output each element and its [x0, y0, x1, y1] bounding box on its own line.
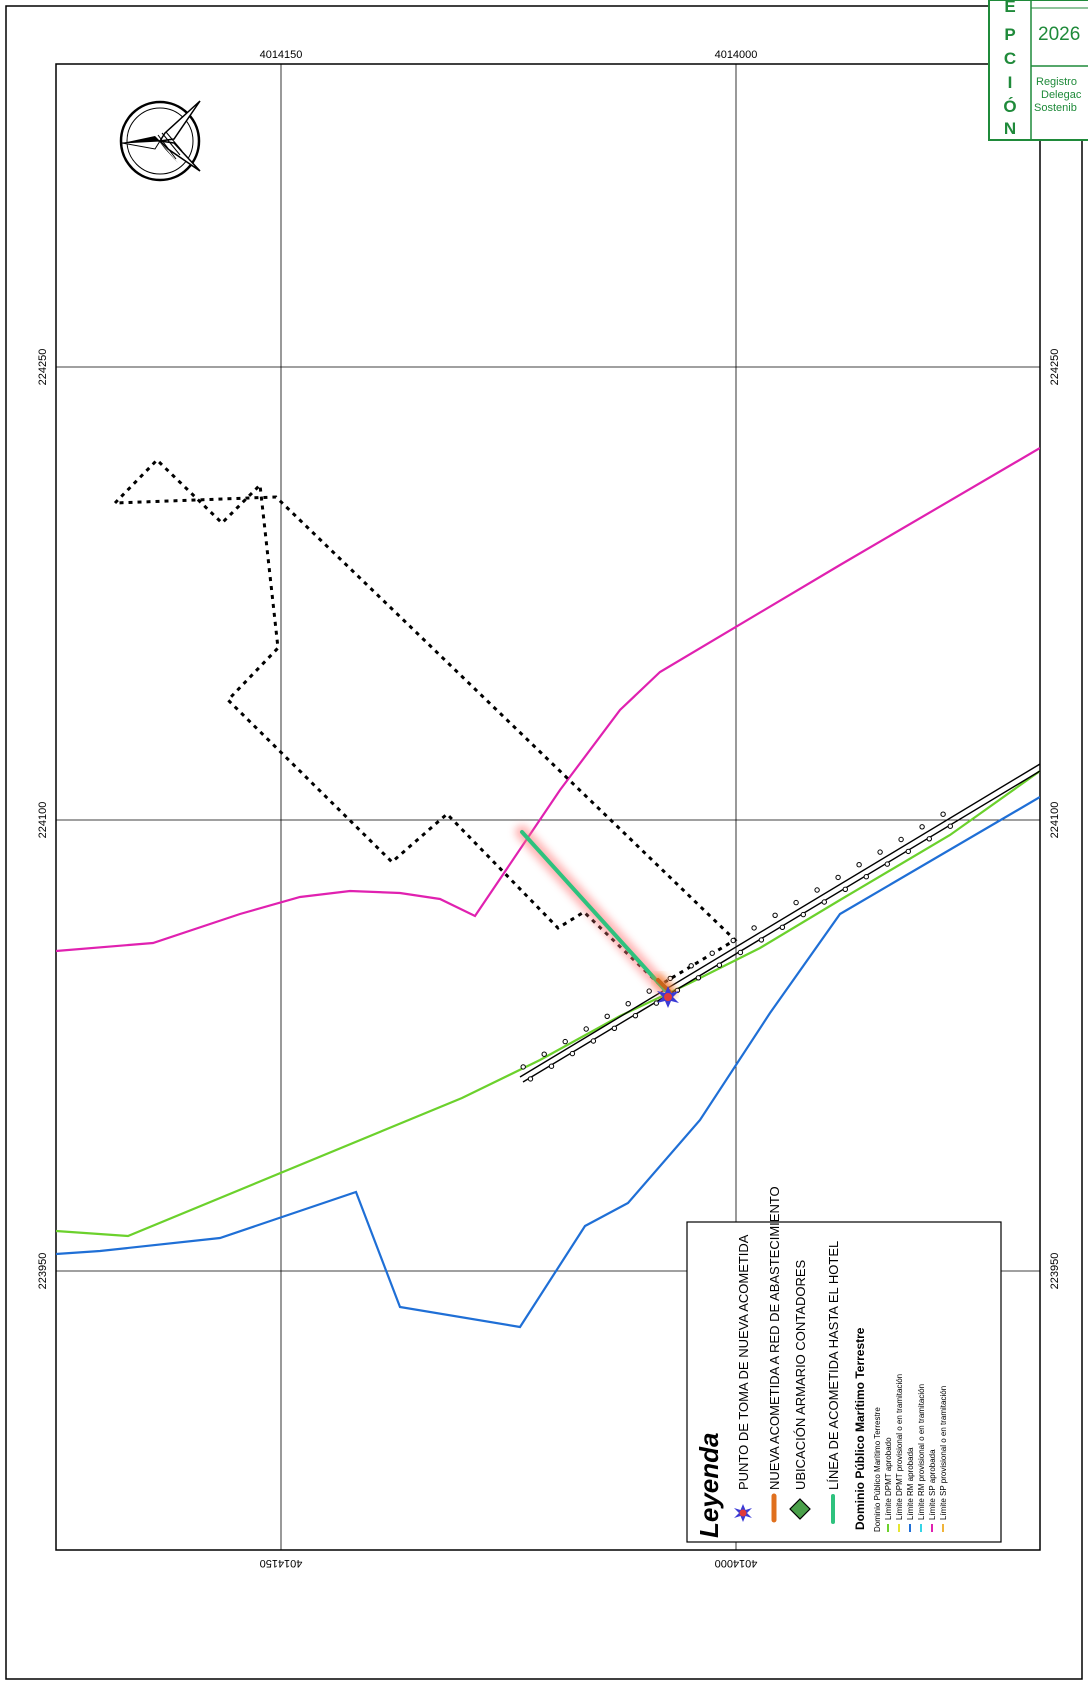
pipe-marker	[604, 1013, 610, 1019]
pipe-marker	[709, 950, 715, 956]
coord-top-4014150: 4014150	[260, 49, 303, 61]
coord-left-223950: 223950	[37, 1253, 49, 1290]
legend-sub-item-label: Límite RM provisional o en tramitación	[917, 1384, 926, 1520]
legend-item-service-line: LÍNEA DE ACOMETIDA HASTA EL HOTEL	[826, 1241, 841, 1490]
legend-sub-item-label: Límite SP aprobada	[928, 1449, 937, 1520]
pipe-marker	[751, 925, 757, 931]
pipe-marker	[877, 849, 883, 855]
pipe-marker	[758, 937, 765, 943]
stamp-line-1: Delegac	[1041, 89, 1082, 101]
pipe-marker	[926, 836, 932, 842]
stamp-border	[988, 0, 1088, 141]
legend-sub-items: Dominio Público Marítimo Terrestre Límite…	[873, 1374, 948, 1532]
legend-sub-item-label: Límite RM aprobada	[906, 1447, 915, 1520]
pipe-marker	[646, 988, 652, 994]
legend-box	[686, 1221, 1002, 1543]
pipe-marker	[940, 811, 946, 817]
stamp-letter-3: I	[1008, 73, 1013, 92]
pipe-marker	[562, 1038, 568, 1045]
pipe-marker	[884, 861, 890, 867]
legend-item-new-connection: NUEVA ACOMETIDA A RED DE ABASTECIMIENTO	[767, 1186, 782, 1490]
stamp-letter-5: N	[1004, 119, 1016, 138]
pipe-marker	[919, 824, 925, 830]
legend-title: Leyenda	[694, 1433, 724, 1539]
pipe-marker	[814, 887, 820, 893]
supply-pipe-a	[519, 763, 1040, 1078]
coord-bottom-4014150: 4014150	[260, 1557, 303, 1569]
pipe-marker	[898, 836, 904, 843]
legend: Leyenda PUNTO DE TOMA DE NUEVA ACOMETIDA…	[686, 1186, 1002, 1543]
coord-top-4014000: 4014000	[715, 49, 758, 61]
pipe-marker	[520, 1064, 526, 1070]
legend-item-meter-cabinet: UBICACIÓN ARMARIO CONTADORES	[793, 1259, 808, 1490]
pipe-service-markers	[520, 811, 953, 1082]
pipe-marker	[821, 899, 827, 905]
pipe-marker	[611, 1025, 618, 1032]
coord-right-223950: 223950	[1049, 1253, 1061, 1290]
meter-cabinet-legend-icon	[789, 1498, 811, 1520]
pipe-marker	[583, 1026, 589, 1032]
pipe-marker	[793, 899, 799, 906]
pipe-marker	[716, 962, 723, 968]
pipe-marker	[548, 1063, 555, 1069]
service-line-to-hotel	[520, 830, 667, 992]
legend-item-connection-point: PUNTO DE TOMA DE NUEVA ACOMETIDA	[736, 1234, 751, 1490]
legend-sub-item-label: Límite DPMT aprobado	[884, 1437, 893, 1520]
pipe-marker	[842, 886, 848, 892]
pipe-marker	[779, 924, 786, 930]
pipe-marker	[905, 848, 911, 855]
pipe-marker	[772, 912, 778, 918]
coord-right-224100: 224100	[1049, 802, 1061, 839]
connection-point-star	[657, 986, 679, 1008]
north-arrow-icon	[119, 100, 201, 182]
coord-left-224100: 224100	[37, 802, 49, 839]
pipe-marker	[541, 1051, 547, 1057]
stamp-letter-4: Ó	[1003, 97, 1016, 116]
pipe-marker	[856, 862, 862, 868]
coord-left-224250: 224250	[37, 349, 49, 386]
sp-limit-line	[56, 447, 1040, 953]
stamp-line-2: Sostenib	[1034, 102, 1077, 114]
pipe-marker	[730, 937, 736, 944]
pipe-marker	[569, 1050, 576, 1057]
legend-sub-item-label: Dominio Público Marítimo Terrestre	[873, 1407, 882, 1532]
pipe-marker	[527, 1076, 534, 1082]
stamp-letter-2: C	[1004, 49, 1016, 68]
pipe-marker	[625, 1001, 631, 1007]
pipe-marker	[688, 963, 694, 969]
coord-right-224250: 224250	[1049, 349, 1061, 386]
pipe-marker	[863, 874, 869, 880]
stamp-line-0: Registro	[1036, 76, 1077, 88]
connection-point-legend-icon	[734, 1504, 752, 1522]
legend-sub-item-label: Límite DPMT provisional o en tramitación	[895, 1374, 904, 1520]
coord-bottom-4014000: 4014000	[715, 1557, 758, 1569]
page-border	[5, 5, 1083, 1680]
pipe-marker	[653, 1000, 660, 1006]
pipe-marker	[947, 823, 953, 829]
stamp-year: 2026	[1038, 24, 1080, 45]
pipe-marker	[737, 949, 744, 956]
dpmt-limit-line	[56, 770, 1040, 1238]
pipe-marker	[632, 1013, 639, 1019]
pipe-marker	[695, 975, 702, 981]
pipe-marker	[590, 1038, 597, 1044]
stamp-letter-1: P	[1004, 25, 1015, 44]
legend-section-title: Dominio Público Marítimo Terrestre	[853, 1327, 867, 1530]
legend-sub-item-label: Límite SP provisional o en tramitación	[939, 1386, 948, 1520]
pipe-marker	[667, 975, 673, 982]
pipe-marker	[835, 874, 841, 881]
rm-limit-line	[56, 796, 1040, 1329]
pipe-marker	[800, 911, 806, 918]
stamp-letter-0: E	[1004, 0, 1015, 16]
registration-stamp: E P C I Ó N 2026 Registro Delegac Sosten…	[988, 0, 1088, 141]
